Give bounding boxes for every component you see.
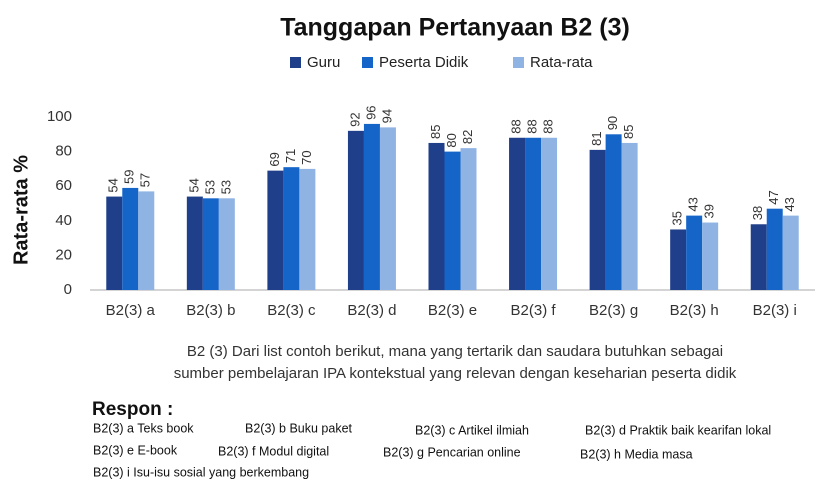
bar: [621, 142, 638, 290]
value-label: 47: [766, 190, 781, 204]
legend-label: Rata-rata: [530, 54, 593, 71]
x-tick-label: B2(3) a: [106, 302, 156, 319]
response-item: B2(3) b Buku paket: [245, 421, 353, 435]
bar: [428, 142, 445, 290]
response-item: B2(3) a Teks book: [93, 421, 194, 435]
x-tick-label: B2(3) d: [347, 302, 396, 319]
value-label: 39: [702, 204, 717, 218]
bar: [122, 187, 139, 290]
y-tick-label: 0: [64, 281, 72, 298]
x-tick-label: B2(3) h: [670, 302, 719, 319]
bar: [186, 196, 203, 290]
value-label: 82: [460, 130, 475, 144]
responses-title: Respon :: [92, 399, 173, 420]
value-label: 53: [202, 180, 217, 194]
x-tick-label: B2(3) c: [267, 302, 316, 319]
y-tick-label: 20: [55, 246, 72, 263]
value-label: 85: [621, 124, 636, 138]
legend-label: Guru: [307, 54, 340, 71]
bar: [589, 149, 606, 290]
value-label: 88: [508, 119, 523, 133]
bar: [138, 191, 155, 290]
value-label: 54: [106, 178, 121, 192]
value-label: 35: [670, 211, 685, 225]
x-tick-label: B2(3) f: [511, 302, 557, 319]
bar: [283, 167, 300, 290]
bar: [379, 127, 396, 290]
bar: [782, 215, 799, 290]
y-axis-label: Rata-rata %: [10, 155, 32, 265]
legend-label: Peserta Didik: [379, 54, 469, 71]
response-item: B2(3) e E-book: [93, 443, 178, 457]
bar: [509, 137, 526, 290]
bar: [750, 224, 767, 290]
bar: [670, 229, 687, 290]
bar: [202, 198, 219, 290]
bar: [363, 123, 380, 290]
bar: [686, 215, 703, 290]
response-item: B2(3) f Modul digital: [218, 444, 329, 458]
bar: [541, 137, 558, 290]
value-label: 59: [122, 169, 137, 183]
bar: [218, 198, 235, 290]
x-tick-label: B2(3) e: [428, 302, 477, 319]
bar: [460, 148, 477, 290]
value-label: 43: [782, 197, 797, 211]
bar: [347, 130, 364, 290]
bar: [702, 222, 719, 290]
value-label: 53: [218, 180, 233, 194]
response-item: B2(3) i Isu-isu sosial yang berkembang: [93, 465, 309, 479]
bar: [766, 208, 783, 290]
response-item: B2(3) h Media masa: [580, 447, 693, 461]
x-tick-label: B2(3) i: [753, 302, 797, 319]
value-label: 85: [428, 124, 443, 138]
value-label: 88: [540, 119, 555, 133]
value-label: 92: [347, 112, 362, 126]
y-tick-label: 40: [55, 212, 72, 229]
value-label: 81: [589, 131, 604, 145]
value-label: 38: [750, 206, 765, 220]
chart-title: Tanggapan Pertanyaan B2 (3): [280, 14, 630, 42]
bar: [106, 196, 123, 290]
legend-swatch: [362, 57, 373, 68]
bar: [525, 137, 542, 290]
value-label: 96: [363, 105, 378, 119]
response-item: B2(3) d Praktik baik kearifan lokal: [585, 423, 771, 437]
bar: [267, 170, 284, 290]
y-tick-label: 80: [55, 143, 72, 160]
bar: [605, 134, 622, 290]
value-label: 94: [379, 109, 394, 123]
x-tick-label: B2(3) g: [589, 302, 638, 319]
value-label: 57: [138, 173, 153, 187]
caption: B2 (3) Dari list contoh berikut, mana ya…: [187, 343, 723, 360]
value-label: 54: [186, 178, 201, 192]
response-item: B2(3) c Artikel ilmiah: [415, 423, 529, 437]
bar: [444, 151, 461, 290]
legend-swatch: [290, 57, 301, 68]
bar: [299, 168, 316, 290]
value-label: 90: [605, 116, 620, 130]
value-label: 80: [444, 133, 459, 147]
value-label: 69: [267, 152, 282, 166]
value-label: 71: [283, 149, 298, 163]
y-tick-label: 100: [47, 108, 72, 125]
y-tick-label: 60: [55, 177, 72, 194]
x-tick-label: B2(3) b: [186, 302, 235, 319]
value-label: 43: [686, 197, 701, 211]
caption: sumber pembelajaran IPA kontekstual yang…: [174, 365, 737, 382]
response-item: B2(3) g Pencarian online: [383, 445, 521, 459]
value-label: 88: [524, 119, 539, 133]
legend-swatch: [513, 57, 524, 68]
value-label: 70: [299, 150, 314, 164]
